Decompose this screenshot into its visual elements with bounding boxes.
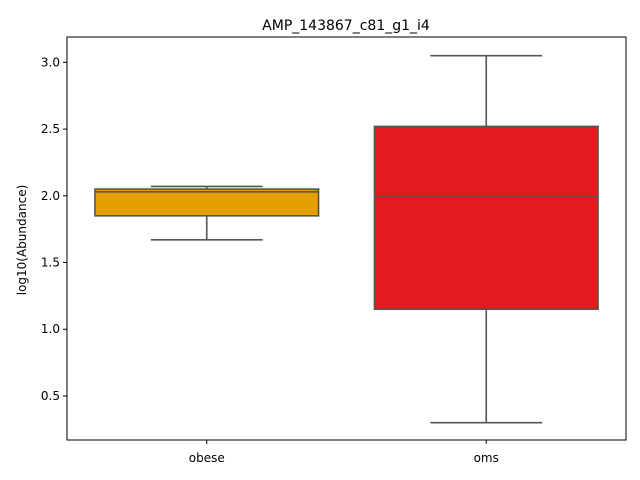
plot-area [94, 54, 599, 424]
iqr-box [373, 125, 599, 311]
axes-frame [66, 36, 627, 441]
box-oms [373, 54, 599, 424]
x-tick-label: obese [189, 451, 225, 465]
y-tick-label: 0.5 [41, 389, 60, 403]
x-axis-ticks: obese oms [189, 440, 499, 465]
y-tick-label: 1.0 [41, 322, 60, 336]
y-axis-title: log10(Abundance) [15, 185, 29, 296]
y-axis-ticks: 0.5 1.0 1.5 2.0 2.5 3.0 [41, 55, 67, 403]
iqr-box [94, 188, 320, 217]
x-tick-label: oms [474, 451, 499, 465]
chart-title: AMP_143867_c81_g1_i4 [262, 18, 430, 34]
y-tick-label: 2.5 [41, 122, 60, 136]
y-tick-label: 2.0 [41, 189, 60, 203]
y-tick-label: 3.0 [41, 55, 60, 69]
box-obese [94, 185, 320, 241]
y-tick-label: 1.5 [41, 256, 60, 270]
